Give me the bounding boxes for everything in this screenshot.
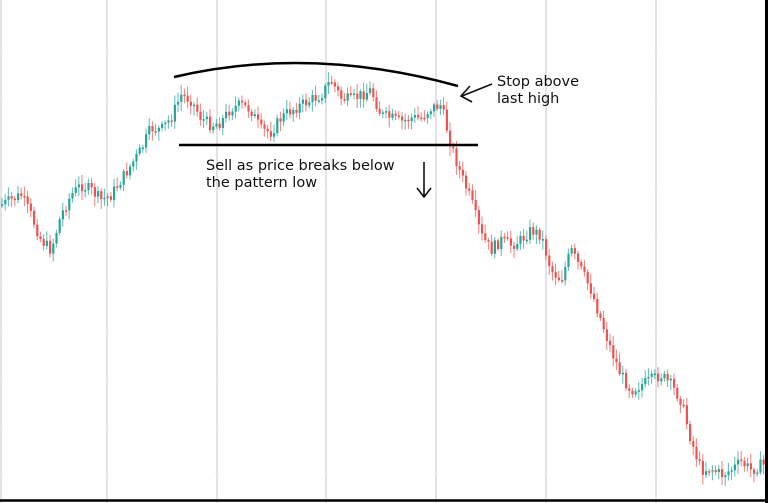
arrow-left-icon <box>459 83 493 103</box>
stop-above-last-high-label: Stop above last high <box>497 74 580 107</box>
arrow-down-icon <box>416 162 432 199</box>
annotations <box>173 61 493 199</box>
candles <box>1 72 765 486</box>
rounded-top-curve <box>173 61 459 88</box>
sell-breakdown-label: Sell as price breaks below the pattern l… <box>206 158 395 191</box>
